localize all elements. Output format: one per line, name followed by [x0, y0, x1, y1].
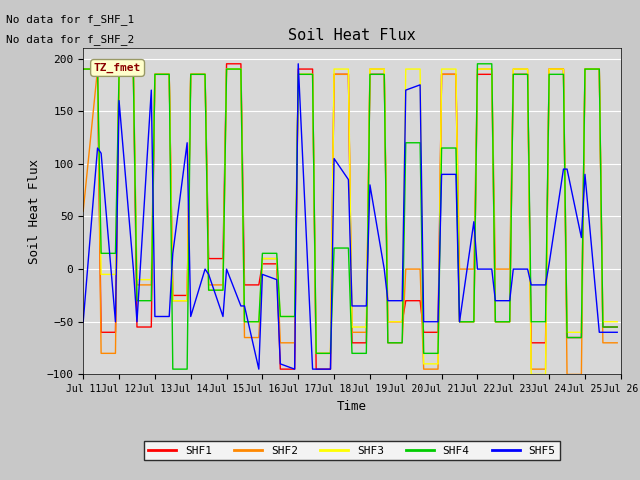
- Line: SHF3: SHF3: [83, 69, 617, 374]
- SHF1: [434, 329, 442, 335]
- SHF2: [223, 66, 230, 72]
- SHF2: [273, 256, 280, 262]
- SHF4: [273, 251, 280, 256]
- SHF3: [527, 372, 535, 377]
- Text: No data for f_SHF_2: No data for f_SHF_2: [6, 34, 134, 45]
- SHF1: [273, 261, 280, 267]
- SHF2: [79, 208, 87, 214]
- SHF2: [259, 256, 266, 262]
- SHF5: [79, 319, 87, 324]
- SHF5: [273, 277, 280, 283]
- SHF5: [294, 61, 302, 67]
- SHF4: [241, 319, 248, 324]
- SHF1: [169, 292, 177, 298]
- SHF1: [79, 66, 87, 72]
- SHF1: [219, 256, 227, 262]
- SHF4: [474, 61, 481, 67]
- SHF1: [241, 282, 248, 288]
- Line: SHF2: SHF2: [83, 69, 617, 374]
- Title: Soil Heat Flux: Soil Heat Flux: [288, 28, 416, 43]
- SHF4: [613, 324, 621, 330]
- SHF4: [223, 66, 230, 72]
- SHF2: [563, 372, 571, 377]
- SHF5: [434, 319, 442, 324]
- SHF4: [259, 251, 266, 256]
- SHF3: [613, 319, 621, 324]
- SHF5: [219, 313, 227, 319]
- SHF3: [169, 298, 177, 303]
- SHF5: [259, 272, 266, 277]
- SHF5: [169, 251, 177, 256]
- SHF2: [93, 66, 101, 72]
- Line: SHF5: SHF5: [83, 64, 617, 369]
- SHF4: [420, 350, 428, 356]
- Text: No data for f_SHF_1: No data for f_SHF_1: [6, 14, 134, 25]
- SHF3: [416, 66, 424, 72]
- Line: SHF1: SHF1: [83, 64, 617, 369]
- SHF1: [223, 61, 230, 67]
- SHF1: [276, 366, 284, 372]
- SHF2: [613, 340, 621, 346]
- Line: SHF4: SHF4: [83, 64, 617, 369]
- SHF4: [79, 66, 87, 72]
- SHF3: [237, 66, 244, 72]
- Legend: SHF1, SHF2, SHF3, SHF4, SHF5: SHF1, SHF2, SHF3, SHF4, SHF5: [144, 441, 560, 460]
- SHF3: [255, 319, 262, 324]
- Y-axis label: Soil Heat Flux: Soil Heat Flux: [28, 159, 41, 264]
- SHF1: [613, 324, 621, 330]
- SHF4: [183, 366, 191, 372]
- X-axis label: Time: Time: [337, 400, 367, 413]
- SHF2: [183, 298, 191, 303]
- SHF3: [79, 66, 87, 72]
- SHF3: [259, 256, 266, 262]
- SHF4: [169, 366, 177, 372]
- SHF5: [255, 366, 262, 372]
- Text: TZ_fmet: TZ_fmet: [94, 63, 141, 73]
- SHF2: [241, 335, 248, 340]
- SHF3: [219, 288, 227, 293]
- SHF5: [613, 329, 621, 335]
- SHF5: [237, 303, 244, 309]
- SHF1: [259, 261, 266, 267]
- SHF2: [420, 366, 428, 372]
